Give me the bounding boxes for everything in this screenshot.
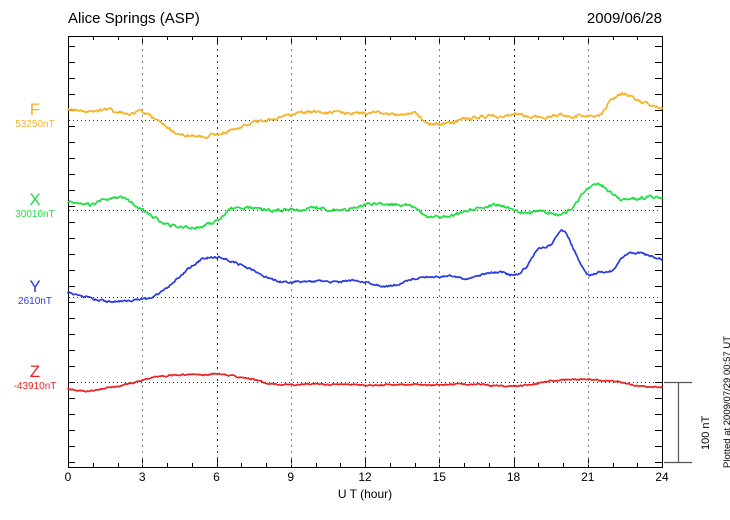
observation-date: 2009/06/28 — [586, 10, 662, 27]
component-letter-z: Z — [29, 362, 41, 381]
trace-x — [67, 182, 663, 230]
x-tick-label: 15 — [432, 470, 446, 484]
trace-y — [67, 229, 663, 304]
trace-f — [67, 92, 663, 139]
component-label-y: Y 2610nT — [6, 278, 64, 307]
x-axis-title: U T (hour) — [337, 487, 393, 501]
x-tick-label: 18 — [506, 470, 521, 484]
x-tick-label: 24 — [655, 470, 669, 484]
component-letter-x: X — [29, 190, 41, 209]
scale-bar-label: 100 nT — [700, 415, 712, 450]
component-letter-f: F — [29, 100, 41, 119]
component-letter-y: Y — [29, 277, 41, 296]
x-tick-label: 6 — [213, 470, 220, 484]
x-tick-label: 9 — [287, 470, 295, 484]
trace-z — [67, 372, 663, 393]
component-label-z: Z -43910nT — [6, 363, 64, 392]
x-tick-label: 3 — [138, 470, 146, 484]
component-label-x: X 30010nT — [6, 191, 64, 220]
component-baseline-z: -43910nT — [13, 380, 57, 392]
component-baseline-y: 2610nT — [18, 295, 52, 307]
x-tick-label: 12 — [358, 470, 372, 484]
component-baseline-x: 30010nT — [15, 208, 55, 220]
plot-frame — [68, 36, 663, 468]
component-label-f: F 53250nT — [6, 101, 64, 130]
x-tick-label: 21 — [581, 470, 595, 484]
page-title: Alice Springs (ASP) — [68, 10, 200, 27]
component-baseline-f: 53250nT — [15, 118, 55, 130]
plotted-timestamp: Plotted at 2009/07/29 00:57 UT — [722, 335, 730, 468]
x-tick-label: 0 — [64, 470, 72, 484]
